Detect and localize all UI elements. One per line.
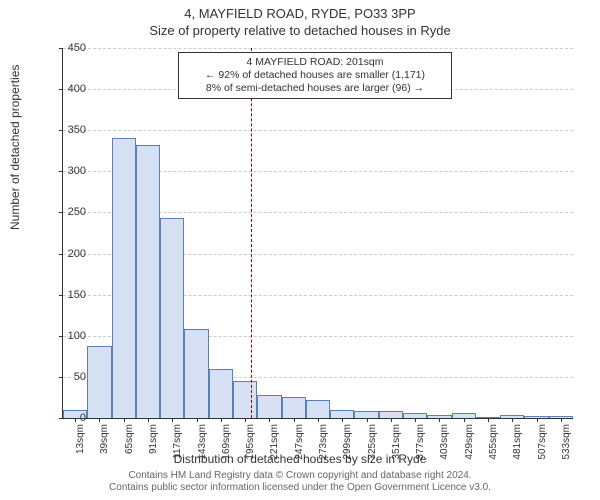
gridline	[63, 130, 573, 131]
footer-line-1: Contains HM Land Registry data © Crown c…	[128, 470, 471, 481]
x-tick	[99, 418, 100, 422]
histogram-plot: 13sqm39sqm65sqm91sqm117sqm143sqm169sqm19…	[62, 48, 573, 419]
attribution-footer: Contains HM Land Registry data © Crown c…	[0, 470, 600, 494]
x-tick	[245, 418, 246, 422]
x-tick	[561, 418, 562, 422]
x-tick	[221, 418, 222, 422]
annotation-box: 4 MAYFIELD ROAD: 201sqm← 92% of detached…	[178, 52, 452, 99]
gridline	[63, 48, 573, 49]
y-tick-label: 300	[46, 165, 86, 177]
x-tick	[367, 418, 368, 422]
x-tick-label: 13sqm	[75, 424, 86, 454]
x-tick	[294, 418, 295, 422]
x-tick	[439, 418, 440, 422]
histogram-bar	[257, 395, 281, 418]
histogram-bar	[160, 218, 184, 418]
x-tick	[464, 418, 465, 422]
x-tick	[148, 418, 149, 422]
x-tick	[537, 418, 538, 422]
x-tick	[124, 418, 125, 422]
y-axis-label: Number of detached properties	[8, 65, 22, 230]
annotation-line: ← 92% of detached houses are smaller (1,…	[185, 69, 445, 82]
reference-line	[251, 48, 252, 418]
y-tick-label: 250	[46, 206, 86, 218]
y-tick-label: 0	[46, 412, 86, 424]
address-title: 4, MAYFIELD ROAD, RYDE, PO33 3PP	[0, 0, 600, 21]
histogram-bar	[306, 400, 330, 418]
x-tick	[391, 418, 392, 422]
y-tick-label: 150	[46, 289, 86, 301]
histogram-bar	[209, 369, 233, 418]
histogram-bar	[330, 410, 354, 418]
x-tick-label: 65sqm	[124, 424, 135, 454]
x-tick	[488, 418, 489, 422]
x-tick	[342, 418, 343, 422]
x-tick-label: 91sqm	[148, 424, 159, 454]
x-tick	[172, 418, 173, 422]
y-tick-label: 350	[46, 124, 86, 136]
chart-subtitle: Size of property relative to detached ho…	[0, 21, 600, 38]
histogram-bar	[184, 329, 208, 418]
footer-line-2: Contains public sector information licen…	[109, 482, 491, 493]
x-tick	[197, 418, 198, 422]
y-tick-label: 50	[46, 371, 86, 383]
histogram-bar	[282, 397, 306, 418]
histogram-bar	[87, 346, 111, 418]
y-tick-label: 100	[46, 330, 86, 342]
y-tick-label: 400	[46, 83, 86, 95]
histogram-bar	[136, 145, 160, 418]
y-tick-label: 450	[46, 42, 86, 54]
histogram-bar	[233, 381, 257, 418]
x-tick-label: 39sqm	[99, 424, 110, 454]
x-axis-label: Distribution of detached houses by size …	[0, 452, 600, 466]
x-tick	[318, 418, 319, 422]
annotation-line: 8% of semi-detached houses are larger (9…	[185, 82, 445, 95]
histogram-bar	[112, 138, 136, 418]
y-tick-label: 200	[46, 248, 86, 260]
x-tick	[269, 418, 270, 422]
x-tick	[512, 418, 513, 422]
annotation-line: 4 MAYFIELD ROAD: 201sqm	[185, 56, 445, 69]
x-tick	[415, 418, 416, 422]
